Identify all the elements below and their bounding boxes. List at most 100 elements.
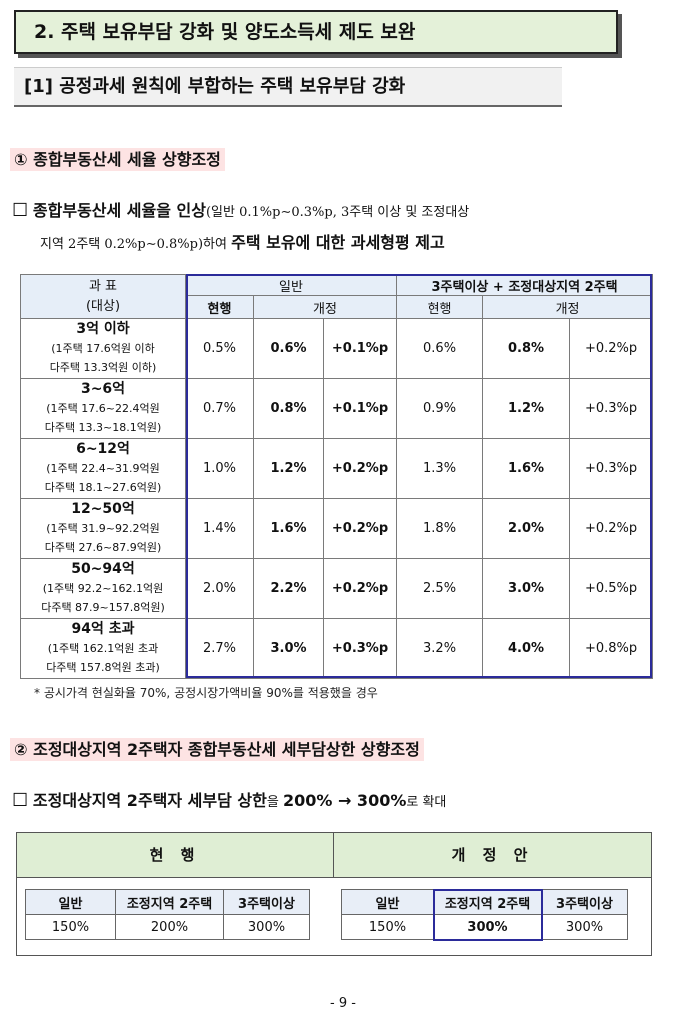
general-change: +0.2%p (322, 498, 398, 559)
rev-h-adjusted: 조정지역 2주택 (433, 889, 542, 915)
header-bracket-label: 과 표 (88, 278, 118, 294)
tax-rate-table: 과 표 (대상) 일반 3주택이상 + 조정대상지역 2주택 현행 개정 현행 … (20, 274, 654, 679)
bracket-amount: 94억 초과 (71, 621, 135, 637)
rev-h-general: 일반 (341, 889, 434, 915)
item1-heading: ① 종합부동산세 세율 상향조정 (10, 146, 225, 171)
multi-revised-rate: 0.8% (482, 318, 571, 379)
bracket-single-home: (1주택 17.6억원 이하 (51, 342, 155, 355)
checkbox-bullet: ☐ (12, 200, 29, 221)
table-row: 50~94억 (1주택 92.2~162.1억원 다주택 87.9~157.8억원)… (20, 558, 654, 619)
subsection-title: [1] 공정과세 원칙에 부합하는 주택 보유부담 강화 (14, 67, 562, 107)
item2-bold1: 조정대상지역 2주택자 세부담 상한 (32, 791, 267, 810)
bracket-cell: 50~94억 (1주택 92.2~162.1억원 다주택 87.9~157.8억원) (20, 558, 186, 619)
general-current-rate: 1.0% (185, 438, 254, 499)
general-revised-rate: 2.2% (253, 558, 324, 619)
general-revised-rate: 0.8% (253, 378, 324, 439)
item2-paragraph: ☐ 조정대상지역 2주택자 세부담 상한을 200% → 300%로 확대 (12, 786, 662, 818)
general-current-rate: 0.7% (185, 378, 254, 439)
header-multi-revised: 개정 (482, 295, 654, 319)
bracket-amount: 12~50억 (71, 501, 135, 517)
item1-bold1: 종합부동산세 세율을 인상 (32, 201, 206, 220)
table-row: 12~50억 (1주택 31.9~92.2억원 다주택 27.6~87.9억원) 1.… (20, 498, 654, 559)
item1-paragraph: ☐ 종합부동산세 세율을 인상(일반 0.1%p∼0.3%p, 3주택 이상 및… (12, 196, 662, 260)
cur-v-adjusted: 200% (115, 914, 224, 940)
item2-heading: ② 조정대상지역 2주택자 종합부동산세 세부담상한 상향조정 (10, 736, 424, 761)
multi-change: +0.3%p (569, 378, 654, 439)
bracket-single-home: (1주택 22.4~31.9억원 (46, 462, 160, 475)
general-change: +0.2%p (322, 438, 398, 499)
header-multi-home: 3주택이상 + 조정대상지역 2주택 (396, 274, 654, 296)
rev-v-general: 150% (341, 914, 434, 940)
general-current-rate: 2.7% (185, 618, 254, 679)
cap-comparison-box: 현 행 개 정 안 일반 조정지역 2주택 3주택이상 150% 200% 30… (16, 832, 652, 956)
header-general-revised: 개정 (252, 295, 398, 319)
bracket-multi-home: 다주택 27.6~87.9억원) (44, 541, 162, 554)
general-revised-rate: 3.0% (253, 618, 324, 679)
bracket-multi-home: 다주택 13.3억원 이하) (49, 361, 157, 374)
header-multi-current: 현행 (396, 295, 484, 319)
general-current-rate: 2.0% (185, 558, 254, 619)
general-current-rate: 1.4% (185, 498, 254, 559)
item1-bold2: 주택 보유에 대한 과세형평 제고 (231, 233, 445, 252)
page-number: - 9 - (330, 996, 356, 1011)
multi-change: +0.2%p (569, 498, 654, 559)
general-change: +0.1%p (322, 378, 398, 439)
item1-heading-text: ① 종합부동산세 세율 상향조정 (10, 148, 225, 171)
header-general-current: 현행 (185, 295, 254, 319)
multi-revised-rate: 2.0% (482, 498, 571, 559)
cur-h-three: 3주택이상 (223, 889, 310, 915)
item1-text1: (일반 0.1%p∼0.3%p, 3주택 이상 및 조정대상 (205, 205, 470, 220)
multi-current-rate: 1.3% (396, 438, 484, 499)
header-bracket: 과 표 (대상) (20, 274, 186, 319)
cur-h-general: 일반 (25, 889, 116, 915)
bracket-amount: 6~12억 (76, 441, 130, 457)
item2-heading-text: ② 조정대상지역 2주택자 종합부동산세 세부담상한 상향조정 (10, 738, 424, 761)
bracket-single-home: (1주택 162.1억원 초과 (47, 642, 159, 655)
multi-current-rate: 3.2% (396, 618, 484, 679)
multi-change: +0.3%p (569, 438, 654, 499)
bracket-single-home: (1주택 92.2~162.1억원 (42, 582, 164, 595)
checkbox-bullet: ☐ (12, 790, 29, 811)
table-row: 6~12억 (1주택 22.4~31.9억원 다주택 18.1~27.6억원) 1.0… (20, 438, 654, 499)
cur-v-three: 300% (223, 914, 310, 940)
multi-current-rate: 2.5% (396, 558, 484, 619)
general-change: +0.2%p (322, 558, 398, 619)
general-revised-rate: 1.2% (253, 438, 324, 499)
table-footnote: * 공시가격 현실화율 70%, 공정시장가액비율 90%를 적용했을 경우 (34, 686, 378, 700)
header-general: 일반 (184, 274, 398, 296)
multi-current-rate: 0.6% (396, 318, 484, 379)
multi-revised-rate: 4.0% (482, 618, 571, 679)
multi-change: +0.5%p (569, 558, 654, 619)
general-revised-rate: 0.6% (253, 318, 324, 379)
general-change: +0.3%p (322, 618, 398, 679)
bracket-multi-home: 다주택 157.8억원 초과) (46, 661, 160, 674)
general-current-rate: 0.5% (185, 318, 254, 379)
multi-revised-rate: 1.6% (482, 438, 571, 499)
multi-current-rate: 1.8% (396, 498, 484, 559)
bracket-amount: 3~6억 (80, 381, 126, 397)
item1-text2: 지역 2주택 0.2%p∼0.8%p)하여 (40, 237, 232, 252)
general-change: +0.1%p (322, 318, 398, 379)
section-title: 2. 주택 보유부담 강화 및 양도소득세 제도 보완 (14, 10, 618, 54)
rev-v-three: 300% (541, 914, 628, 940)
item1-line2: 지역 2주택 0.2%p∼0.8%p)하여 주택 보유에 대한 과세형평 제고 (12, 228, 662, 260)
multi-revised-rate: 1.2% (482, 378, 571, 439)
item2-bold2: 200% → 300% (282, 791, 407, 810)
revised-cap-table: 일반 조정지역 2주택 3주택이상 150% 300% 300% (341, 889, 628, 940)
current-cap-table: 일반 조정지역 2주택 3주택이상 150% 200% 300% (25, 889, 310, 940)
multi-change: +0.8%p (569, 618, 654, 679)
table-row: 3억 이하 (1주택 17.6억원 이하 다주택 13.3억원 이하) 0.5% 0.6… (20, 318, 654, 379)
bracket-multi-home: 다주택 13.3~18.1억원) (44, 421, 162, 434)
bracket-amount: 3억 이하 (76, 321, 130, 337)
bracket-single-home: (1주택 17.6~22.4억원 (46, 402, 160, 415)
item2-text2: 로 확대 (406, 795, 447, 810)
cur-h-adjusted: 조정지역 2주택 (115, 889, 224, 915)
bracket-amount: 50~94억 (71, 561, 135, 577)
item2-text1: 을 (266, 795, 283, 810)
general-revised-rate: 1.6% (253, 498, 324, 559)
